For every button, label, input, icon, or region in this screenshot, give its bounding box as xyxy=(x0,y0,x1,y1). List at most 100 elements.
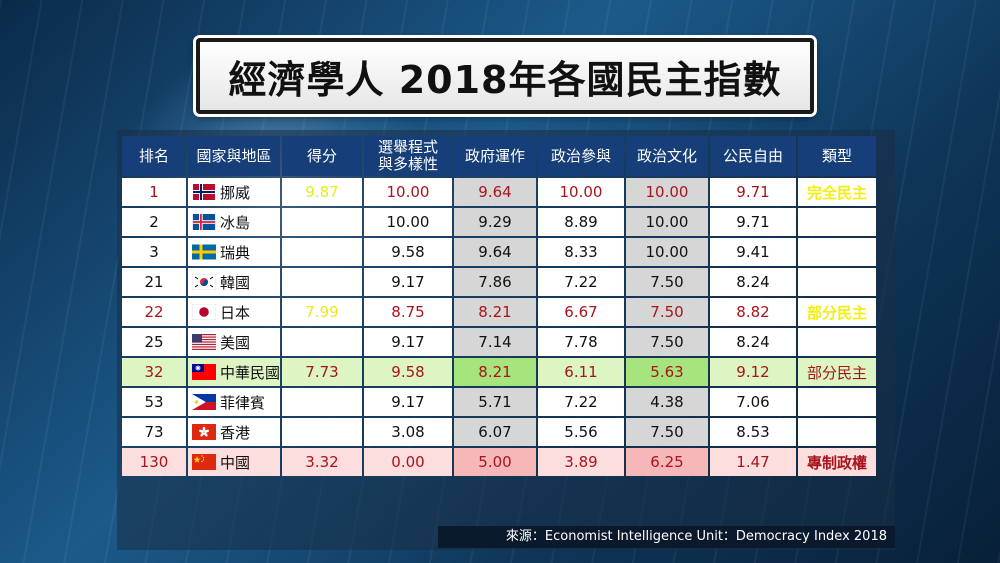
electoral-cell: 9.17 xyxy=(364,388,452,416)
header-culture: 政治文化 xyxy=(626,136,708,176)
liberties-cell: 9.12 xyxy=(710,358,796,386)
functioning-cell: 9.29 xyxy=(454,208,536,236)
functioning-cell: 5.00 xyxy=(454,448,536,476)
rank-cell: 21 xyxy=(122,268,186,296)
electoral-cell: 8.75 xyxy=(364,298,452,326)
usa-flag-icon xyxy=(192,334,216,350)
functioning-cell: 8.21 xyxy=(454,358,536,386)
table-row: 2 冰島 9.58 10.00 9.29 8.89 10.00 9.71 完全民主 xyxy=(122,208,876,236)
functioning-cell: 9.64 xyxy=(454,238,536,266)
rank-cell: 2 xyxy=(122,208,186,236)
functioning-cell: 6.07 xyxy=(454,418,536,446)
page-title: 經濟學人 2018年各國民主指數 xyxy=(228,57,782,102)
liberties-cell: 1.47 xyxy=(710,448,796,476)
culture-cell: 6.25 xyxy=(626,448,708,476)
type-cell: 部分民主 xyxy=(798,358,876,386)
score-cell: 9.58 xyxy=(282,208,362,236)
democracy-index-table: 排名 國家與地區 得分 選舉程式 與多樣性 政府運作 政治參與 政治文化 公民自… xyxy=(120,134,878,478)
type-cell: 完全民主 xyxy=(798,208,876,236)
participation-cell: 7.78 xyxy=(538,328,624,356)
culture-cell: 10.00 xyxy=(626,208,708,236)
electoral-cell: 10.00 xyxy=(364,178,452,206)
score-cell: 6.71 xyxy=(282,388,362,416)
electoral-cell: 9.17 xyxy=(364,328,452,356)
rank-cell: 22 xyxy=(122,298,186,326)
country-name: 挪威 xyxy=(220,183,251,202)
table-row: 1 挪威 9.87 10.00 9.64 10.00 10.00 9.71 完全民主 xyxy=(122,178,876,206)
type-cell: 完全民主 xyxy=(798,238,876,266)
culture-cell: 5.63 xyxy=(626,358,708,386)
country-cell: 美國 xyxy=(188,328,280,356)
country-cell: 冰島 xyxy=(188,208,280,236)
header-functioning: 政府運作 xyxy=(454,136,536,176)
country-cell: 挪威 xyxy=(188,178,280,206)
header-participation: 政治參與 xyxy=(538,136,624,176)
table-row: 53 菲律賓 6.71 9.17 5.71 7.22 4.38 7.06 部分民主 xyxy=(122,388,876,416)
liberties-cell: 9.71 xyxy=(710,208,796,236)
liberties-cell: 9.41 xyxy=(710,238,796,266)
electoral-cell: 0.00 xyxy=(364,448,452,476)
functioning-cell: 5.71 xyxy=(454,388,536,416)
country-cell: 瑞典 xyxy=(188,238,280,266)
participation-cell: 6.11 xyxy=(538,358,624,386)
country-cell: 菲律賓 xyxy=(188,388,280,416)
table-row: 73 香港 6.15 3.08 6.07 5.56 7.50 8.53 部分民主 xyxy=(122,418,876,446)
norway-flag-icon xyxy=(192,184,216,200)
header-rank: 排名 xyxy=(122,136,186,176)
header-type: 類型 xyxy=(798,136,876,176)
header-electoral-line1: 選舉程式 xyxy=(377,138,438,156)
korea-flag-icon xyxy=(191,273,217,291)
culture-cell: 10.00 xyxy=(626,178,708,206)
functioning-cell: 7.14 xyxy=(454,328,536,356)
culture-cell: 10.00 xyxy=(626,238,708,266)
liberties-cell: 8.24 xyxy=(710,268,796,296)
score-cell: 9.39 xyxy=(282,238,362,266)
country-cell: 香港 xyxy=(188,418,280,446)
rank-cell: 3 xyxy=(122,238,186,266)
japan-flag-icon xyxy=(191,303,217,321)
hongkong-flag-icon xyxy=(192,424,216,440)
participation-cell: 3.89 xyxy=(538,448,624,476)
country-cell: 中國 xyxy=(188,448,280,476)
culture-cell: 7.50 xyxy=(626,298,708,326)
table-row: 22 日本 7.99 8.75 8.21 6.67 7.50 8.82 部分民主 xyxy=(122,298,876,326)
iceland-flag-icon xyxy=(192,214,216,230)
header-country: 國家與地區 xyxy=(188,136,280,176)
type-cell: 完全民主 xyxy=(798,178,876,206)
header-electoral-line2: 與多樣性 xyxy=(377,155,438,173)
functioning-cell: 9.64 xyxy=(454,178,536,206)
country-cell: 韓國 xyxy=(188,268,280,296)
table-row: 130 中國 3.32 0.00 5.00 3.89 6.25 1.47 專制政權 xyxy=(122,448,876,476)
functioning-cell: 7.86 xyxy=(454,268,536,296)
country-name: 香港 xyxy=(220,423,251,442)
table-row: 21 韓國 8.00 9.17 7.86 7.22 7.50 8.24 部分民主 xyxy=(122,268,876,296)
liberties-cell: 8.24 xyxy=(710,328,796,356)
culture-cell: 4.38 xyxy=(626,388,708,416)
score-cell: 7.96 xyxy=(282,328,362,356)
score-cell: 7.99 xyxy=(282,298,362,326)
country-name: 瑞典 xyxy=(220,243,251,262)
participation-cell: 6.67 xyxy=(538,298,624,326)
rank-cell: 130 xyxy=(122,448,186,476)
participation-cell: 8.33 xyxy=(538,238,624,266)
table-row: 32 中華民國 7.73 9.58 8.21 6.11 5.63 9.12 部分民主 xyxy=(122,358,876,386)
participation-cell: 7.22 xyxy=(538,388,624,416)
culture-cell: 7.50 xyxy=(626,268,708,296)
rank-cell: 1 xyxy=(122,178,186,206)
score-cell: 7.73 xyxy=(282,358,362,386)
country-cell: 中華民國 xyxy=(188,358,280,386)
header-liberties: 公民自由 xyxy=(710,136,796,176)
country-name: 美國 xyxy=(220,333,251,352)
country-name: 中華民國 xyxy=(220,363,281,382)
electoral-cell: 9.17 xyxy=(364,268,452,296)
country-name: 冰島 xyxy=(220,213,251,232)
table-row: 25 美國 7.96 9.17 7.14 7.78 7.50 8.24 部分民主 xyxy=(122,328,876,356)
electoral-cell: 9.58 xyxy=(364,358,452,386)
country-name: 中國 xyxy=(220,453,251,472)
type-cell: 部分民主 xyxy=(798,328,876,356)
table-row: 3 瑞典 9.39 9.58 9.64 8.33 10.00 9.41 完全民主 xyxy=(122,238,876,266)
source-caption: 來源：Economist Intelligence Unit：Democracy… xyxy=(438,526,895,548)
culture-cell: 7.50 xyxy=(626,418,708,446)
participation-cell: 8.89 xyxy=(538,208,624,236)
liberties-cell: 8.82 xyxy=(710,298,796,326)
